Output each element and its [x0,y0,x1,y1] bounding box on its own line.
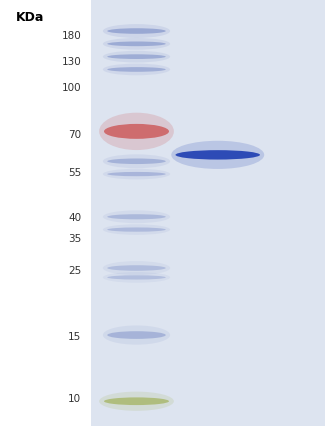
Ellipse shape [103,262,170,275]
Text: 35: 35 [68,233,81,244]
Ellipse shape [104,124,169,140]
Ellipse shape [103,170,170,180]
Ellipse shape [103,64,170,76]
Ellipse shape [107,173,166,177]
Ellipse shape [99,392,174,411]
Text: 40: 40 [68,212,81,222]
Ellipse shape [104,397,169,405]
Ellipse shape [171,141,264,170]
Ellipse shape [107,159,166,165]
Text: 100: 100 [62,82,81,92]
Ellipse shape [103,155,170,169]
Ellipse shape [103,225,170,235]
Ellipse shape [107,276,166,280]
Ellipse shape [107,228,166,232]
Text: 70: 70 [68,129,81,139]
Ellipse shape [107,331,166,339]
Ellipse shape [103,39,170,51]
Ellipse shape [107,29,166,35]
Ellipse shape [103,273,170,283]
Text: 55: 55 [68,167,81,178]
Bar [91,0,325,426]
Ellipse shape [103,52,170,63]
Text: 180: 180 [61,31,81,41]
Ellipse shape [107,55,166,60]
Ellipse shape [103,325,170,345]
Ellipse shape [99,113,174,151]
Ellipse shape [107,42,166,47]
Ellipse shape [107,266,166,271]
Text: 25: 25 [68,265,81,276]
Ellipse shape [103,211,170,224]
Ellipse shape [107,68,166,72]
Text: 10: 10 [68,393,81,403]
Ellipse shape [176,151,260,160]
Ellipse shape [103,25,170,39]
Ellipse shape [107,215,166,220]
Text: KDa: KDa [16,11,45,23]
Text: 130: 130 [61,57,81,67]
Text: 15: 15 [68,331,81,342]
